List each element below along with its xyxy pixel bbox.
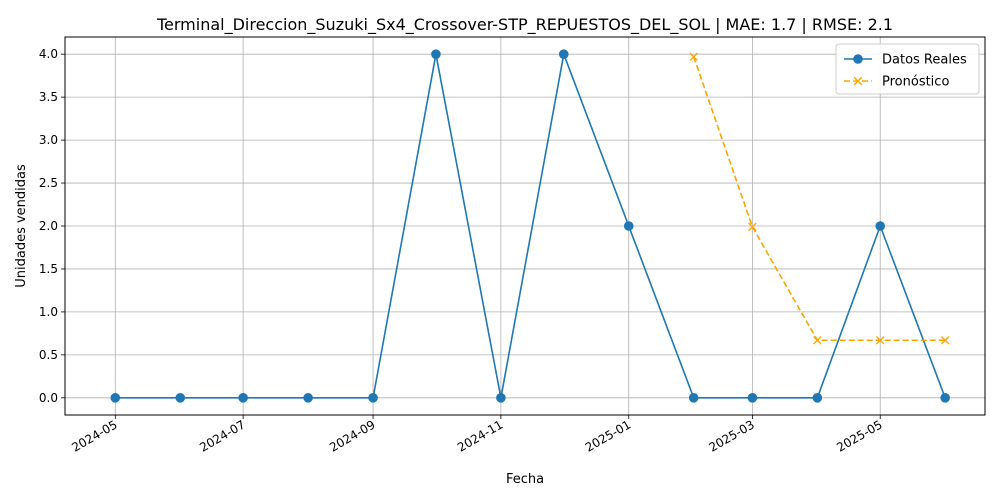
legend-marker-circle — [853, 54, 863, 64]
x-tick-label: 2025-01 — [583, 417, 633, 454]
x-tick-label: 2024-09 — [327, 417, 377, 454]
y-tick-label: 4.0 — [39, 47, 58, 61]
forecast-point-stroke — [940, 335, 950, 345]
chart-title: Terminal_Direccion_Suzuki_Sx4_Crossover-… — [156, 15, 893, 35]
y-tick-label: 1.5 — [39, 262, 58, 276]
forecast-point — [689, 52, 698, 62]
data-point — [875, 221, 886, 231]
y-axis-title: Unidades vendidas — [14, 164, 29, 288]
x-tick-label: 2024-11 — [455, 417, 505, 454]
data-point — [940, 393, 950, 403]
data-point — [110, 393, 121, 403]
y-tick-label: 0.5 — [39, 348, 58, 362]
legend-marker-x — [853, 76, 863, 86]
series-line — [115, 53, 946, 399]
data-point — [623, 221, 634, 231]
y-tick-label: 3.0 — [39, 133, 58, 147]
data-point — [496, 393, 506, 403]
series-0 — [110, 49, 950, 403]
data-point — [238, 393, 248, 403]
series-group — [110, 49, 950, 403]
forecast-point-stroke — [748, 222, 757, 232]
axis-ticks: 0.0 0.5 1.0 1.5 2.0 2.5 3.0 3.5 4.0 2024-05 2024-0… — [39, 47, 885, 454]
forecast-point-stroke — [689, 52, 698, 62]
y-tick-label: 0.0 — [39, 391, 58, 405]
x-axis-title: Fecha — [506, 472, 544, 487]
data-point — [558, 49, 569, 59]
legend-label: Pronóstico — [882, 75, 949, 90]
forecast-point — [940, 335, 950, 345]
legend: Datos Reales Pronóstico — [835, 43, 980, 95]
data-point — [688, 393, 699, 403]
data-point — [175, 393, 186, 403]
forecast-point — [813, 335, 822, 345]
data-point — [303, 393, 313, 403]
data-point — [812, 393, 823, 403]
forecast-point — [875, 335, 885, 345]
data-point — [368, 393, 378, 403]
y-tick-label: 3.5 — [39, 90, 58, 104]
data-point — [431, 49, 441, 59]
data-point — [747, 393, 758, 403]
x-tick-label: 2025-03 — [706, 417, 756, 454]
forecast-point-stroke — [813, 335, 822, 345]
forecast-point-stroke — [875, 335, 885, 345]
series-1 — [689, 52, 950, 345]
y-tick-label: 2.5 — [39, 176, 58, 190]
forecast-point — [748, 222, 757, 232]
legend-label: Datos Reales — [882, 53, 967, 68]
x-tick-label: 2025-05 — [834, 417, 884, 454]
y-tick-label: 1.0 — [39, 305, 58, 319]
x-tick-label: 2024-07 — [197, 417, 247, 454]
y-tick-label: 2.0 — [39, 219, 58, 233]
legend-marker-x-stroke — [853, 76, 863, 86]
x-tick-label: 2024-05 — [69, 417, 119, 454]
